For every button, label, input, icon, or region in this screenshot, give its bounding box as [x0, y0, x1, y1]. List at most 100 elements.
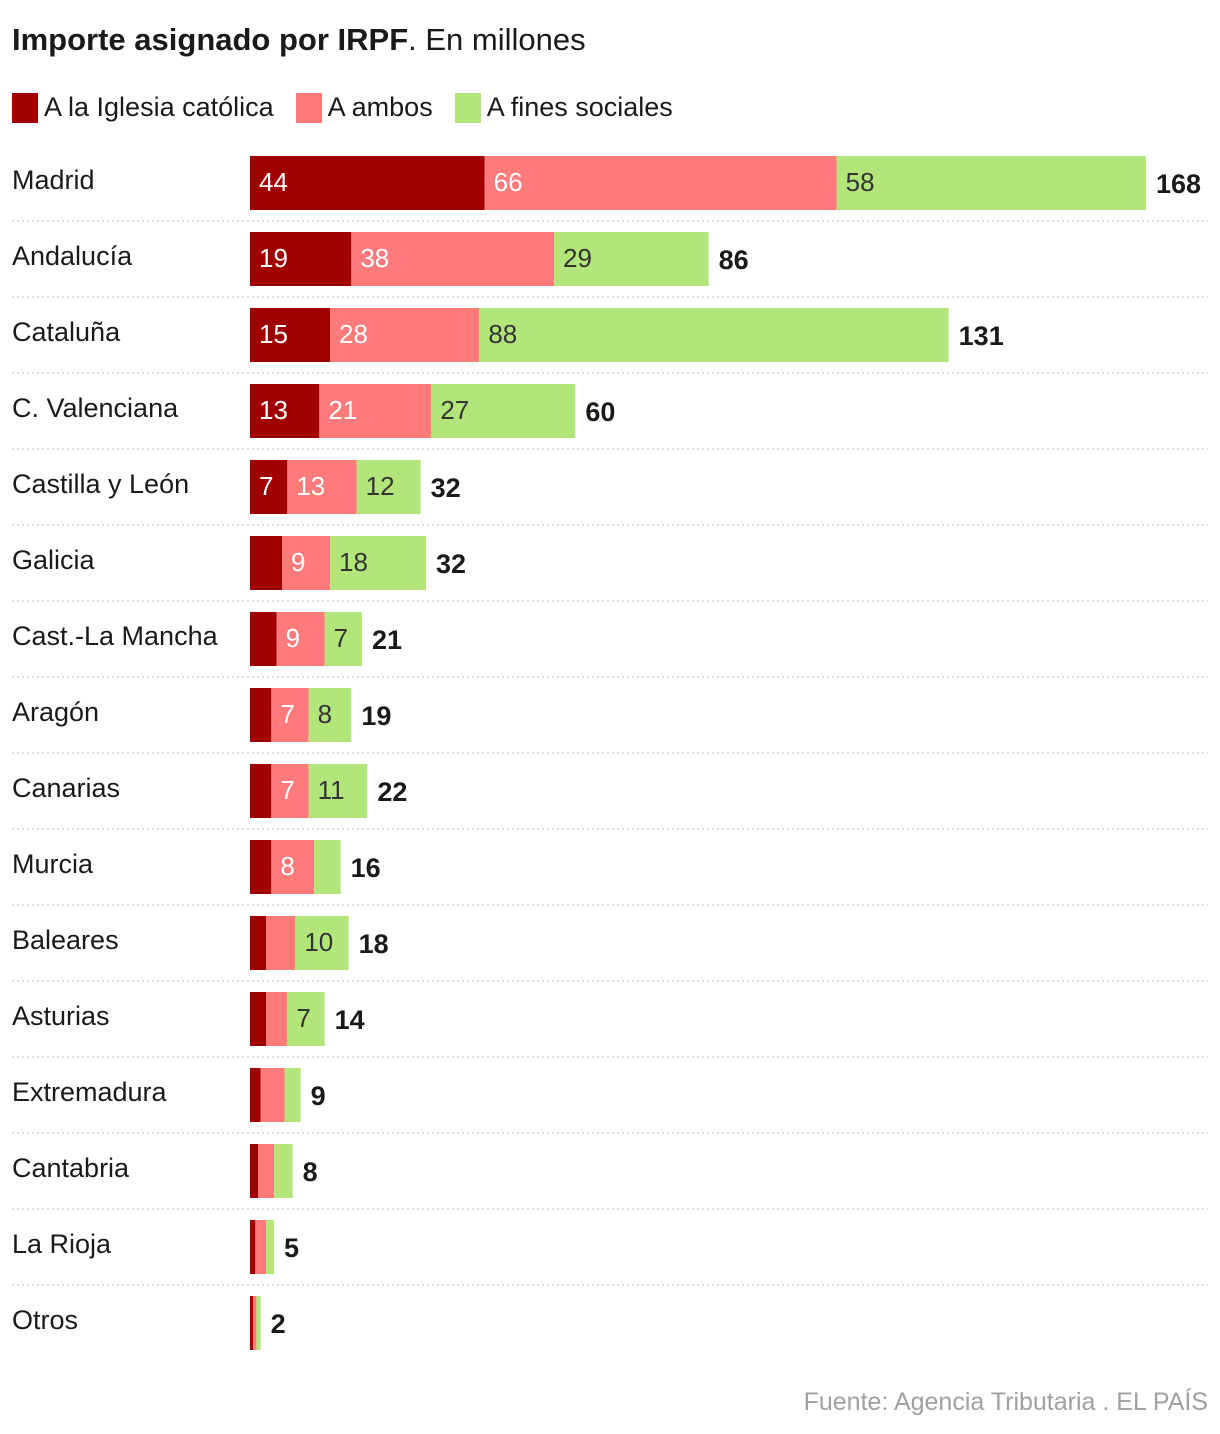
bar-row: C. Valenciana 13 21 27 60	[12, 384, 1208, 450]
segment-value-label: 7	[259, 471, 273, 501]
bar-segment-fines	[356, 460, 421, 514]
segment-value-label: 7	[296, 1003, 310, 1033]
bar-segment-fines	[479, 308, 949, 362]
total-value-label: 86	[719, 245, 749, 275]
source-note: Fuente: Agencia Tributaria . EL PAÍS	[803, 1388, 1208, 1416]
bar-segment-ambos	[266, 916, 296, 970]
total-value-label: 32	[431, 473, 461, 503]
category-label: Cast.-La Mancha	[12, 621, 219, 651]
segment-value-label: 15	[259, 319, 288, 349]
segment-value-label: 11	[318, 775, 345, 805]
segment-value-label: 7	[280, 699, 294, 729]
segment-value-label: 12	[366, 471, 395, 501]
bar-segment-iglesia	[250, 612, 277, 666]
segment-value-label: 19	[259, 243, 288, 273]
category-label: Madrid	[12, 165, 95, 195]
bar-segment-fines	[324, 612, 362, 666]
total-value-label: 5	[284, 1233, 299, 1263]
bar-segment-fines	[266, 1220, 274, 1274]
legend-swatch-ambos	[295, 92, 322, 123]
segment-value-label: 88	[488, 319, 517, 349]
total-value-label: 14	[335, 1005, 365, 1035]
bar-segment-iglesia	[250, 1068, 261, 1122]
category-label: C. Valenciana	[12, 393, 179, 423]
total-value-label: 32	[436, 549, 466, 579]
category-label: Otros	[12, 1305, 78, 1335]
segment-value-label: 7	[334, 623, 348, 653]
bar-segment-ambos	[484, 156, 837, 210]
bar-row: La Rioja 5	[12, 1220, 1208, 1286]
bar-segment-iglesia	[250, 840, 272, 894]
bar-segment-fines	[314, 840, 341, 894]
segment-value-label: 44	[259, 167, 288, 197]
segment-value-label: 21	[328, 395, 357, 425]
segment-value-label: 7	[280, 775, 294, 805]
category-label: Cataluña	[12, 317, 121, 347]
total-value-label: 9	[311, 1081, 326, 1111]
bar-segment-fines	[330, 536, 426, 590]
category-label: Extremadura	[12, 1077, 168, 1107]
bar-segment-iglesia	[250, 536, 282, 590]
total-value-label: 8	[303, 1157, 318, 1187]
total-value-label: 18	[359, 929, 389, 959]
chart-title: Importe asignado por IRPF. En millones	[12, 22, 586, 58]
legend-label-iglesia: A la Iglesia católica	[44, 92, 274, 122]
bar-row: Asturias 7 14	[12, 992, 1208, 1058]
total-value-label: 131	[959, 321, 1004, 351]
bar-segment-ambos	[330, 308, 480, 362]
segment-value-label: 27	[440, 395, 469, 425]
bar-segment-ambos	[271, 840, 314, 894]
bar-segment-ambos	[260, 1068, 285, 1122]
category-label: Murcia	[12, 849, 94, 879]
bar-segment-iglesia	[250, 916, 266, 970]
bar-segment-iglesia	[250, 384, 320, 438]
category-label: Aragón	[12, 697, 99, 727]
bar-segment-fines	[431, 384, 576, 438]
bar-segment-fines	[308, 764, 368, 818]
bar-segment-iglesia	[250, 688, 272, 742]
bar-row: Aragón 7 8 19	[12, 688, 1208, 754]
category-label: La Rioja	[12, 1229, 112, 1259]
category-label: Cantabria	[12, 1153, 130, 1183]
total-value-label: 19	[361, 701, 391, 731]
bar-segment-iglesia	[250, 460, 288, 514]
segment-value-label: 18	[339, 547, 368, 577]
bar-row: Cantabria 8	[12, 1144, 1208, 1210]
bar-segment-iglesia	[250, 1296, 254, 1350]
legend-swatch-fines	[454, 92, 481, 123]
total-value-label: 60	[585, 397, 615, 427]
segment-value-label: 13	[296, 471, 325, 501]
bar-segment-fines	[295, 916, 349, 970]
segment-value-label: 58	[846, 167, 875, 197]
bar-segment-ambos	[351, 232, 554, 286]
bar-segment-ambos	[266, 992, 288, 1046]
legend-label-fines: A fines sociales	[486, 92, 673, 122]
segment-value-label: 29	[563, 243, 592, 273]
bar-row: Extremadura 9	[12, 1068, 1208, 1134]
total-value-label: 2	[271, 1309, 286, 1339]
bar-segment-iglesia	[250, 156, 485, 210]
chart-title-subtitle: . En millones	[408, 22, 586, 57]
bar-segment-fines	[836, 156, 1146, 210]
bar-row: Murcia 8 16	[12, 840, 1208, 906]
segment-value-label: 13	[259, 395, 288, 425]
category-label: Galicia	[12, 545, 96, 575]
bar-segment-ambos	[319, 384, 432, 438]
legend-swatch-iglesia	[12, 92, 38, 123]
bar-row: Galicia 9 18 32	[12, 536, 1208, 602]
legend-label-ambos: A ambos	[327, 92, 433, 122]
legend-item-iglesia: A la Iglesia católica	[12, 92, 274, 123]
bar-row: Baleares 10 18	[12, 916, 1208, 982]
bar-segment-ambos	[271, 764, 309, 818]
bar-segment-iglesia	[250, 1220, 256, 1274]
bar-row: Canarias 7 11 22	[12, 764, 1208, 830]
bar-segment-fines	[284, 1068, 301, 1122]
segment-value-label: 38	[360, 243, 389, 273]
bar-row: Andalucía 19 38 29 86	[12, 232, 1208, 298]
segment-value-label: 28	[339, 319, 368, 349]
total-value-label: 168	[1156, 169, 1201, 199]
bar-segment-fines	[274, 1144, 293, 1198]
bar-segment-iglesia	[250, 232, 352, 286]
bar-segment-ambos	[258, 1144, 274, 1198]
